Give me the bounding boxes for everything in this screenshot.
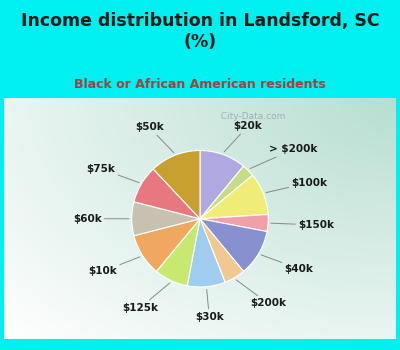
Text: $30k: $30k bbox=[195, 289, 224, 322]
Text: $20k: $20k bbox=[224, 121, 262, 152]
Wedge shape bbox=[200, 219, 244, 282]
Wedge shape bbox=[153, 150, 200, 219]
Wedge shape bbox=[200, 175, 268, 219]
Text: $40k: $40k bbox=[261, 255, 314, 274]
Wedge shape bbox=[200, 215, 268, 232]
Text: $150k: $150k bbox=[271, 220, 334, 230]
Wedge shape bbox=[132, 202, 200, 236]
Wedge shape bbox=[134, 219, 200, 271]
Text: City-Data.com: City-Data.com bbox=[215, 112, 285, 121]
Text: Black or African American residents: Black or African American residents bbox=[74, 78, 326, 91]
Text: $50k: $50k bbox=[135, 122, 174, 153]
Wedge shape bbox=[200, 219, 267, 271]
Text: $60k: $60k bbox=[73, 214, 129, 224]
Text: $100k: $100k bbox=[266, 177, 327, 192]
Text: Income distribution in Landsford, SC
(%): Income distribution in Landsford, SC (%) bbox=[21, 12, 379, 51]
Wedge shape bbox=[200, 150, 244, 219]
Wedge shape bbox=[156, 219, 200, 286]
Text: $75k: $75k bbox=[86, 164, 139, 183]
Text: > $200k: > $200k bbox=[250, 144, 318, 169]
Wedge shape bbox=[187, 219, 225, 287]
Wedge shape bbox=[200, 166, 252, 219]
Text: $125k: $125k bbox=[122, 283, 170, 313]
Wedge shape bbox=[134, 169, 200, 219]
Text: $10k: $10k bbox=[88, 257, 140, 276]
Text: $200k: $200k bbox=[236, 280, 286, 308]
